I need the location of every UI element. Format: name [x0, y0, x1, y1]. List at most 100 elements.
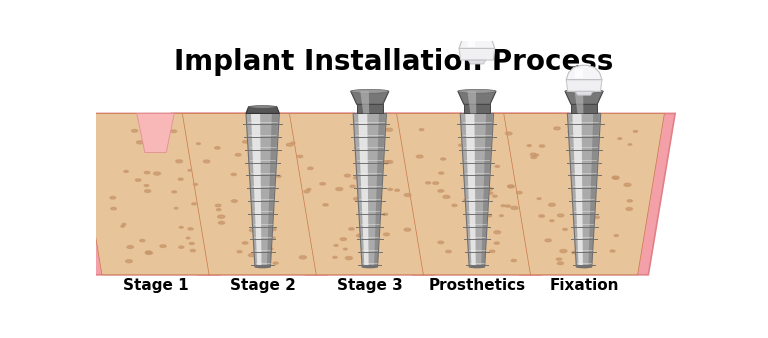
Circle shape — [377, 145, 382, 147]
Circle shape — [441, 158, 445, 160]
Polygon shape — [571, 104, 598, 114]
Polygon shape — [468, 91, 476, 114]
Polygon shape — [504, 114, 664, 275]
Circle shape — [255, 257, 259, 259]
Circle shape — [260, 204, 266, 206]
Circle shape — [386, 128, 392, 131]
Circle shape — [124, 170, 128, 172]
Polygon shape — [360, 91, 369, 114]
Polygon shape — [386, 114, 568, 275]
Circle shape — [269, 154, 273, 156]
Circle shape — [110, 196, 115, 199]
Polygon shape — [464, 104, 490, 114]
Circle shape — [248, 163, 252, 164]
Circle shape — [127, 246, 134, 248]
Circle shape — [197, 143, 200, 145]
Text: Prosthetics: Prosthetics — [429, 278, 525, 293]
Circle shape — [505, 132, 512, 135]
Circle shape — [486, 187, 492, 190]
Circle shape — [346, 257, 353, 260]
Polygon shape — [374, 114, 386, 267]
Circle shape — [170, 130, 177, 132]
Circle shape — [300, 256, 306, 259]
Circle shape — [349, 228, 354, 230]
Circle shape — [353, 197, 359, 200]
Circle shape — [371, 170, 377, 172]
Circle shape — [531, 153, 536, 155]
Polygon shape — [566, 65, 602, 79]
Circle shape — [217, 215, 225, 218]
Circle shape — [531, 156, 537, 159]
Polygon shape — [459, 34, 495, 48]
Ellipse shape — [255, 266, 270, 268]
Circle shape — [154, 172, 161, 175]
Polygon shape — [396, 114, 558, 275]
Polygon shape — [267, 114, 279, 267]
Circle shape — [508, 185, 515, 188]
Circle shape — [218, 221, 224, 224]
Circle shape — [550, 220, 554, 222]
Circle shape — [253, 204, 257, 207]
Polygon shape — [358, 114, 369, 267]
Circle shape — [558, 262, 564, 265]
Circle shape — [369, 238, 373, 239]
Circle shape — [204, 160, 210, 163]
Circle shape — [252, 196, 257, 198]
Text: Implant Installation Process: Implant Installation Process — [174, 48, 614, 76]
Circle shape — [160, 245, 166, 247]
Circle shape — [574, 227, 579, 229]
Circle shape — [464, 174, 469, 177]
Circle shape — [416, 155, 423, 158]
Circle shape — [364, 164, 370, 166]
Circle shape — [594, 216, 599, 218]
Circle shape — [179, 226, 183, 228]
Circle shape — [419, 129, 424, 131]
Circle shape — [617, 138, 622, 140]
Circle shape — [319, 183, 326, 185]
Circle shape — [439, 172, 444, 174]
Circle shape — [162, 139, 165, 141]
Circle shape — [495, 165, 499, 167]
Circle shape — [359, 234, 364, 236]
Circle shape — [276, 175, 281, 177]
Polygon shape — [575, 91, 593, 95]
Circle shape — [489, 250, 495, 252]
Circle shape — [248, 254, 255, 257]
Text: Stage 3: Stage 3 — [337, 278, 402, 293]
Polygon shape — [588, 114, 600, 267]
Polygon shape — [572, 114, 583, 267]
Polygon shape — [574, 91, 584, 114]
Circle shape — [145, 251, 151, 254]
Circle shape — [144, 190, 151, 192]
Circle shape — [425, 182, 431, 184]
Circle shape — [122, 223, 126, 225]
Circle shape — [433, 182, 439, 184]
Circle shape — [494, 231, 501, 234]
Circle shape — [231, 200, 237, 202]
Circle shape — [140, 240, 145, 242]
Ellipse shape — [576, 266, 592, 268]
Circle shape — [360, 229, 365, 231]
Circle shape — [145, 251, 153, 255]
Circle shape — [190, 242, 194, 245]
Circle shape — [231, 173, 237, 175]
Circle shape — [362, 169, 366, 170]
Circle shape — [558, 214, 564, 217]
Circle shape — [488, 215, 492, 217]
Circle shape — [353, 176, 359, 179]
Polygon shape — [459, 48, 495, 60]
Ellipse shape — [249, 106, 276, 108]
Circle shape — [499, 215, 503, 217]
Circle shape — [243, 242, 248, 244]
Circle shape — [336, 188, 343, 191]
Circle shape — [383, 233, 389, 236]
Circle shape — [250, 229, 256, 232]
Polygon shape — [458, 91, 496, 104]
Circle shape — [172, 191, 177, 193]
Circle shape — [291, 142, 295, 144]
Circle shape — [270, 228, 276, 231]
Circle shape — [350, 185, 356, 188]
Circle shape — [179, 246, 184, 248]
Circle shape — [217, 209, 221, 211]
Polygon shape — [137, 114, 174, 152]
